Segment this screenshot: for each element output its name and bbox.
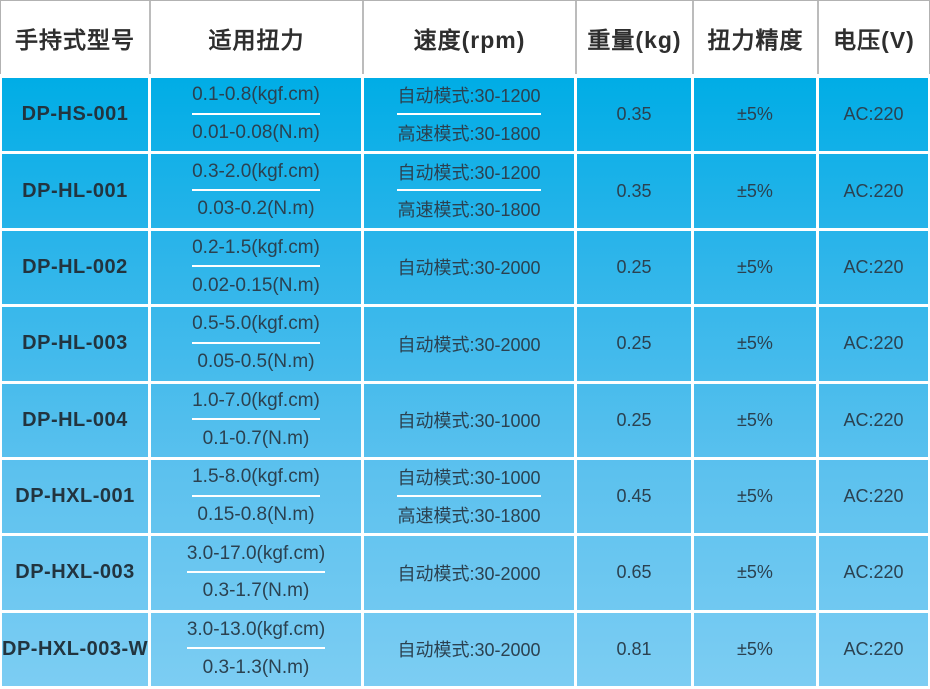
torque-nm: 0.01-0.08(N.m) (192, 122, 320, 144)
precision-cell: ±5% (691, 459, 816, 534)
weight-cell: 0.81 (574, 612, 691, 686)
torque-nm: 0.15-0.8(N.m) (197, 503, 315, 525)
torque-cell: 1.5-8.0(kgf.cm) 0.15-0.8(N.m) (148, 459, 361, 534)
torque-cell: 3.0-17.0(kgf.cm) 0.3-1.7(N.m) (148, 536, 361, 610)
header-cell-weight: 重量(kg) (575, 1, 692, 74)
torque-kgfcm: 3.0-13.0(kgf.cm) (186, 613, 326, 650)
speed-high: 高速模式:30-1800 (397, 505, 541, 526)
voltage-cell: AC:220 (816, 383, 928, 457)
header-cell-speed: 速度(rpm) (362, 1, 575, 74)
weight-cell: 0.25 (574, 383, 691, 457)
torque-kgfcm: 0.5-5.0(kgf.cm) (192, 307, 320, 344)
precision-cell: ±5% (691, 536, 816, 610)
table-body: DP-HS-001 0.1-0.8(kgf.cm) 0.01-0.08(N.m)… (0, 74, 930, 689)
voltage-cell: AC:220 (816, 307, 928, 381)
precision-cell: ±5% (691, 230, 816, 305)
torque-kgfcm: 1.5-8.0(kgf.cm) (192, 460, 320, 497)
speed-cell: 自动模式:30-1000 (361, 383, 574, 457)
torque-kgfcm: 0.1-0.8(kgf.cm) (192, 78, 320, 115)
torque-cell: 0.2-1.5(kgf.cm) 0.02-0.15(N.m) (148, 230, 361, 305)
weight-cell: 0.25 (574, 230, 691, 305)
speed-cell: 自动模式:30-2000 (361, 536, 574, 610)
torque-nm: 0.3-1.3(N.m) (202, 656, 310, 678)
torque-kgfcm: 1.0-7.0(kgf.cm) (192, 384, 320, 421)
weight-cell: 0.45 (574, 459, 691, 534)
table-row: DP-HL-002 0.2-1.5(kgf.cm) 0.02-0.15(N.m)… (2, 227, 928, 305)
torque-nm: 0.05-0.5(N.m) (197, 351, 315, 373)
weight-cell: 0.65 (574, 536, 691, 610)
torque-cell: 0.5-5.0(kgf.cm) 0.05-0.5(N.m) (148, 307, 361, 381)
precision-cell: ±5% (691, 612, 816, 686)
torque-cell: 0.3-2.0(kgf.cm) 0.03-0.2(N.m) (148, 154, 361, 228)
speed-cell: 自动模式:30-2000 (361, 230, 574, 305)
precision-cell: ±5% (691, 78, 816, 152)
model-cell: DP-HS-001 (21, 103, 129, 126)
speed-auto: 自动模式:30-1200 (397, 78, 541, 115)
speed-high: 高速模式:30-1800 (397, 124, 541, 145)
precision-cell: ±5% (691, 307, 816, 381)
header-cell-torque: 适用扭力 (149, 1, 362, 74)
speed-cell: 自动模式:30-2000 (361, 307, 574, 381)
table-row: DP-HL-003 0.5-5.0(kgf.cm) 0.05-0.5(N.m) … (2, 304, 928, 381)
voltage-cell: AC:220 (816, 459, 928, 534)
model-cell: DP-HXL-001 (15, 485, 135, 508)
voltage-cell: AC:220 (816, 612, 928, 686)
speed-cell: 自动模式:30-1200 高速模式:30-1800 (361, 78, 574, 152)
torque-nm: 0.03-0.2(N.m) (197, 198, 315, 220)
model-cell: DP-HL-002 (22, 255, 128, 278)
precision-cell: ±5% (691, 383, 816, 457)
weight-cell: 0.35 (574, 78, 691, 152)
table-header: 手持式型号 适用扭力 速度(rpm) 重量(kg) 扭力精度 电压(V) (0, 0, 930, 74)
header-cell-model: 手持式型号 (15, 26, 135, 53)
speed-cell: 自动模式:30-1000 高速模式:30-1800 (361, 459, 574, 534)
speed-cell: 自动模式:30-1200 高速模式:30-1800 (361, 154, 574, 228)
torque-cell: 1.0-7.0(kgf.cm) 0.1-0.7(N.m) (148, 383, 361, 457)
model-cell: DP-HL-001 (22, 179, 128, 202)
speed-high: 高速模式:30-1800 (397, 200, 541, 221)
torque-kgfcm: 0.3-2.0(kgf.cm) (192, 154, 320, 192)
model-cell: DP-HXL-003-W (2, 637, 149, 660)
speed-auto: 自动模式:30-1000 (397, 460, 541, 497)
table-row: DP-HXL-003 3.0-17.0(kgf.cm) 0.3-1.7(N.m)… (2, 533, 928, 610)
precision-cell: ±5% (691, 154, 816, 228)
torque-cell: 3.0-13.0(kgf.cm) 0.3-1.3(N.m) (148, 612, 361, 686)
torque-cell: 0.1-0.8(kgf.cm) 0.01-0.08(N.m) (148, 78, 361, 152)
voltage-cell: AC:220 (816, 78, 928, 152)
voltage-cell: AC:220 (816, 536, 928, 610)
voltage-cell: AC:220 (816, 230, 928, 305)
model-cell: DP-HL-003 (22, 332, 128, 355)
torque-nm: 0.02-0.15(N.m) (192, 274, 320, 296)
header-cell-precision: 扭力精度 (692, 1, 817, 74)
torque-kgfcm: 3.0-17.0(kgf.cm) (186, 536, 326, 573)
torque-kgfcm: 0.2-1.5(kgf.cm) (192, 231, 320, 268)
model-cell: DP-HXL-003 (15, 561, 135, 584)
torque-nm: 0.3-1.7(N.m) (202, 580, 310, 602)
table-row: DP-HS-001 0.1-0.8(kgf.cm) 0.01-0.08(N.m)… (2, 78, 928, 152)
torque-nm: 0.1-0.7(N.m) (202, 427, 310, 449)
header-cell-voltage: 电压(V) (817, 1, 929, 74)
table-row: DP-HL-001 0.3-2.0(kgf.cm) 0.03-0.2(N.m) … (2, 151, 928, 228)
weight-cell: 0.35 (574, 154, 691, 228)
voltage-cell: AC:220 (816, 154, 928, 228)
model-cell: DP-HL-004 (22, 408, 128, 431)
table-row: DP-HXL-003-W 3.0-13.0(kgf.cm) 0.3-1.3(N.… (2, 609, 928, 686)
speed-auto: 自动模式:30-1200 (397, 154, 541, 192)
table-row: DP-HL-004 1.0-7.0(kgf.cm) 0.1-0.7(N.m) 自… (2, 380, 928, 457)
table-row: DP-HXL-001 1.5-8.0(kgf.cm) 0.15-0.8(N.m)… (2, 456, 928, 534)
speed-cell: 自动模式:30-2000 (361, 612, 574, 686)
weight-cell: 0.25 (574, 307, 691, 381)
